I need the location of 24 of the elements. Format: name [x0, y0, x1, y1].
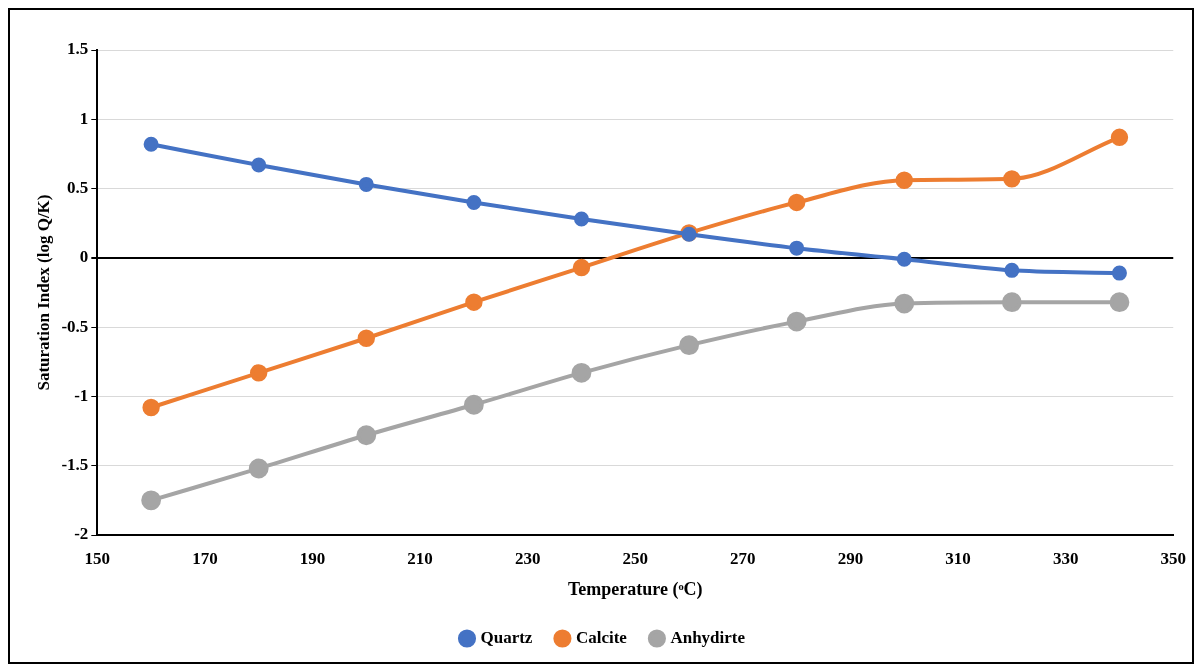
legend-label: Quartz — [480, 627, 533, 647]
x-axis-title: Temperature (ᵒC) — [567, 578, 703, 600]
y-tick-label: 0 — [79, 247, 89, 267]
y-tick-label: 0.5 — [67, 177, 89, 197]
x-tick-label: 330 — [1052, 548, 1079, 568]
x-tick-label: 170 — [192, 548, 218, 568]
y-tick-label: -2 — [74, 524, 89, 544]
y-tick-label: -1 — [74, 385, 89, 405]
legend-label: Calcite — [575, 627, 628, 647]
y-tick-label: 1 — [79, 108, 89, 128]
x-tick-label: 190 — [299, 548, 326, 568]
x-tick-label: 230 — [514, 548, 541, 568]
y-tick-label: -1.5 — [61, 455, 89, 475]
legend-label: Anhydirte — [670, 627, 746, 647]
x-tick-label: 150 — [84, 548, 111, 568]
x-tick-label: 210 — [407, 548, 433, 568]
x-tick-label: 270 — [730, 548, 756, 568]
x-tick-label: 350 — [1160, 548, 1186, 568]
x-tick-label: 310 — [945, 548, 971, 568]
y-axis-title: Saturation Index (log Q/K) — [33, 194, 53, 391]
x-tick-label: 290 — [837, 548, 864, 568]
y-tick-label: 1.5 — [67, 39, 89, 59]
y-tick-label: -0.5 — [61, 316, 89, 336]
x-tick-label: 250 — [622, 548, 649, 568]
